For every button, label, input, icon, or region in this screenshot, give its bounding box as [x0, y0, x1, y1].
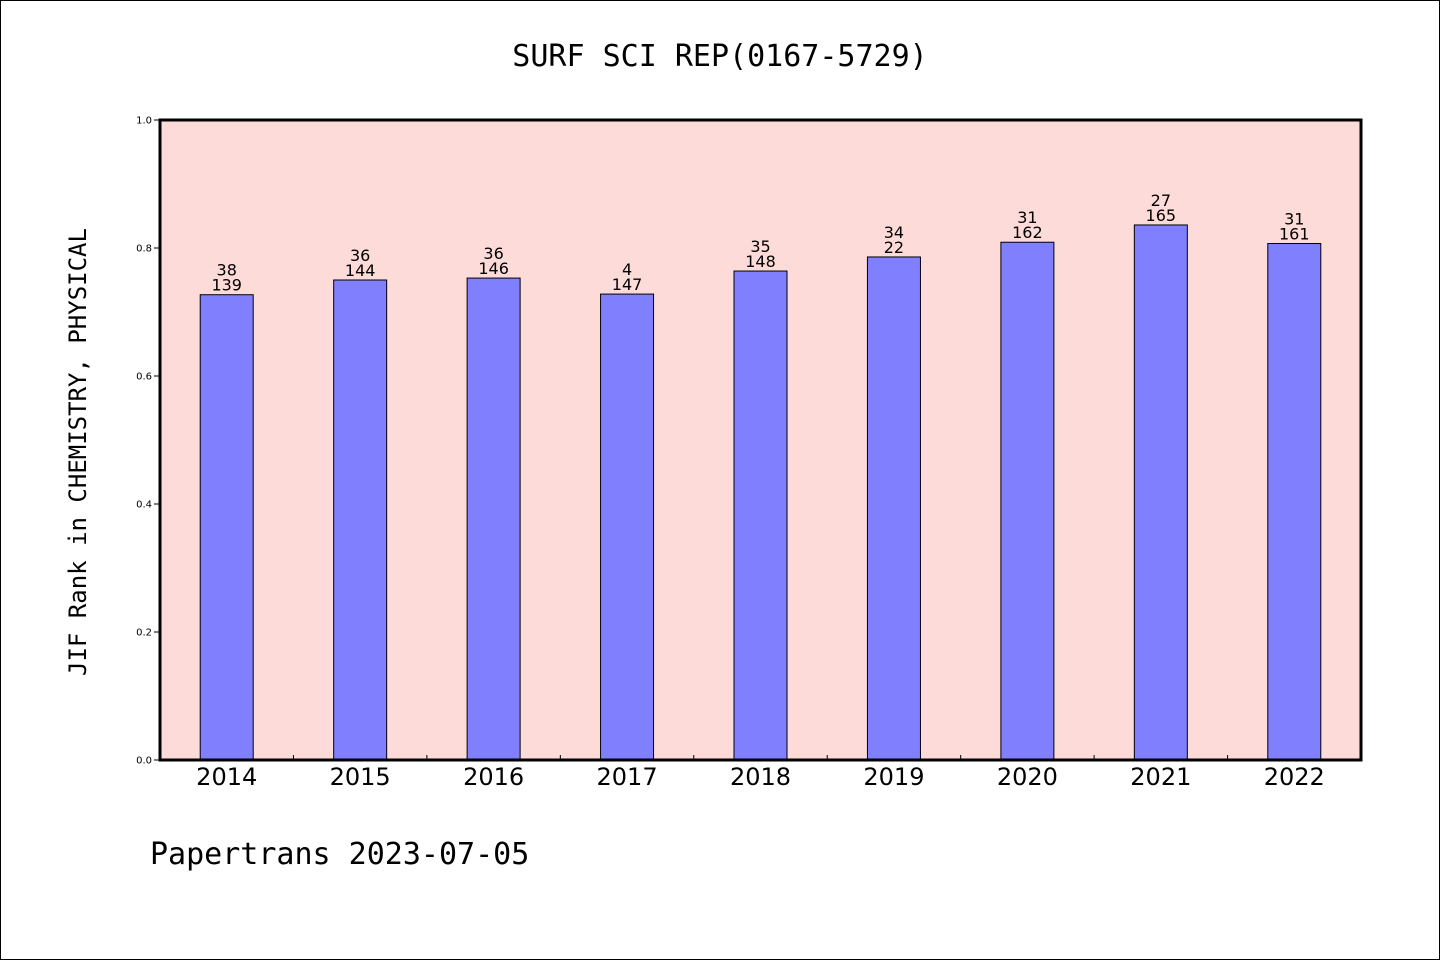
y-tick-label: 0.6 — [136, 372, 152, 383]
bar-label-top-2016: 36 — [483, 244, 503, 263]
bar-label-bottom-2014: 139 — [211, 276, 242, 295]
x-tick-label-2021: 2021 — [1130, 763, 1191, 791]
bar-2022 — [1267, 243, 1322, 761]
bar-label-bottom-2016: 146 — [478, 259, 509, 278]
bar-label-top-2020: 31 — [1017, 208, 1037, 227]
chart-title: SURF SCI REP(0167-5729) — [512, 39, 927, 74]
x-axis: 2014 2015 2016 2017 2018 2019 2020 2021 2022 — [196, 755, 1325, 791]
bar-2018 — [733, 270, 788, 761]
bar-2019 — [866, 256, 921, 761]
y-tick-label: 0.2 — [136, 628, 152, 639]
bar-label-top-2015: 36 — [350, 246, 370, 265]
footer-credit: Papertrans 2023-07-05 — [150, 837, 529, 872]
x-tick-label-2016: 2016 — [463, 763, 524, 791]
bar-label-top-2018: 35 — [750, 237, 770, 256]
bar-label-top-2021: 27 — [1151, 191, 1171, 210]
y-tick-label: 0.8 — [136, 244, 152, 255]
x-tick-label-2019: 2019 — [863, 763, 924, 791]
x-tick-label-2020: 2020 — [997, 763, 1058, 791]
y-axis: 0.0 0.2 0.4 0.6 0.8 1.0 — [136, 116, 160, 767]
bar-label-top-2014: 38 — [217, 261, 237, 280]
bar-label-top-2017: 4 — [622, 260, 632, 279]
x-tick-label-2018: 2018 — [730, 763, 791, 791]
y-axis-label: JIF Rank in CHEMISTRY, PHYSICAL — [64, 228, 92, 676]
bar-2015 — [333, 279, 388, 761]
bar-label-top-2019: 34 — [884, 223, 904, 242]
bar-label-bottom-2021: 165 — [1146, 206, 1177, 225]
bar-label-bottom-2017: 147 — [612, 275, 643, 294]
bar-2020 — [1000, 241, 1055, 761]
bar-2021 — [1133, 224, 1188, 761]
bar-label-bottom-2015: 144 — [345, 261, 376, 280]
y-tick-label: 0.0 — [136, 756, 152, 767]
bar-label-bottom-2020: 162 — [1012, 223, 1043, 242]
y-tick-label: 0.4 — [136, 500, 152, 511]
bar-label-bottom-2022: 161 — [1279, 225, 1310, 244]
bar-2016 — [466, 277, 521, 761]
x-tick-label-2022: 2022 — [1264, 763, 1325, 791]
bar-label-bottom-2018: 148 — [745, 252, 776, 271]
plot-border — [158, 118, 1363, 762]
bar-2014 — [199, 294, 254, 761]
bar-label-bottom-2019: 22 — [884, 238, 904, 257]
bar-label-top-2022: 31 — [1284, 210, 1304, 229]
y-tick-label: 1.0 — [136, 116, 152, 127]
x-tick-label-2017: 2017 — [597, 763, 658, 791]
x-tick-label-2014: 2014 — [196, 763, 257, 791]
bar-2017 — [600, 293, 655, 761]
x-tick-label-2015: 2015 — [330, 763, 391, 791]
bars-layer — [199, 224, 1322, 761]
